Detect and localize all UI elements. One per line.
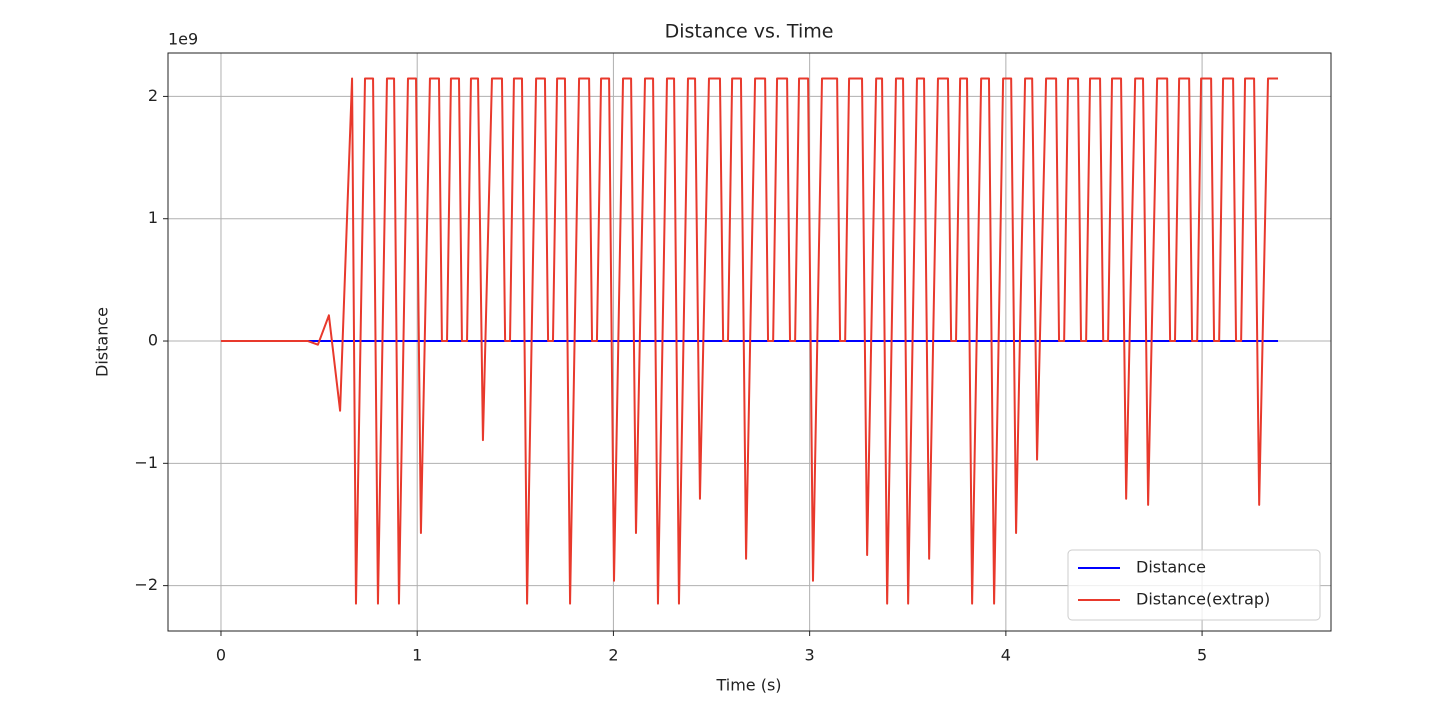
data-line bbox=[220, 77, 1279, 605]
x-tick-label: 5 bbox=[1197, 646, 1207, 665]
legend: Distance Distance(extrap) bbox=[1067, 549, 1321, 621]
legend-label: Distance(extrap) bbox=[1136, 590, 1270, 609]
y-tick-label: −1 bbox=[134, 453, 158, 472]
plot-area bbox=[220, 77, 1279, 605]
x-tick-label: 3 bbox=[805, 646, 815, 665]
y-offset-label: 1e9 bbox=[168, 30, 198, 49]
axes-frame bbox=[167, 52, 1332, 632]
y-tick-label: 1 bbox=[148, 208, 158, 227]
y-axis-label: Distance bbox=[93, 307, 112, 377]
legend-label: Distance bbox=[1136, 558, 1206, 577]
y-tick-label: 2 bbox=[148, 86, 158, 105]
x-tick-label: 0 bbox=[216, 646, 226, 665]
y-tick-label: 0 bbox=[148, 331, 158, 350]
x-axis-label: Time (s) bbox=[715, 676, 781, 695]
y-tick-label: −2 bbox=[134, 575, 158, 594]
x-tick-label: 2 bbox=[608, 646, 618, 665]
x-tick-label: 4 bbox=[1001, 646, 1011, 665]
x-tick-label: 1 bbox=[412, 646, 422, 665]
legend-box bbox=[1067, 549, 1321, 621]
chart-title: Distance vs. Time bbox=[665, 21, 834, 43]
